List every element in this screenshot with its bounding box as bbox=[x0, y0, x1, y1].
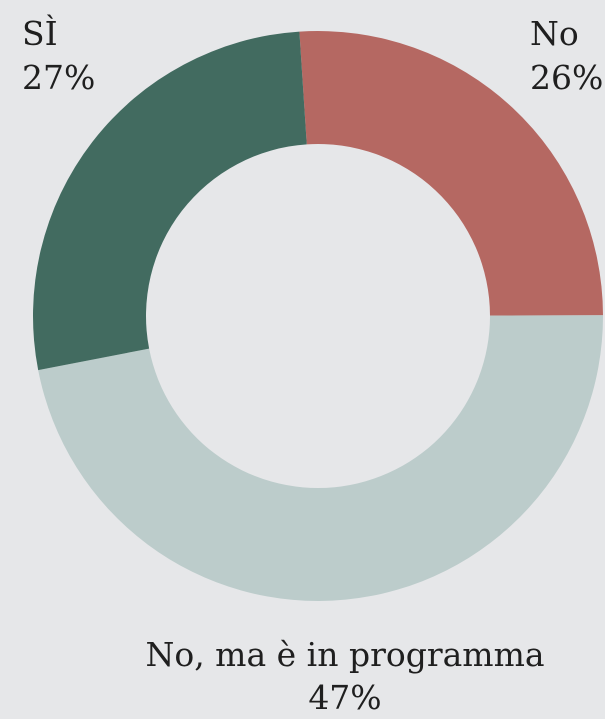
slice-value-label: 27% bbox=[22, 58, 95, 97]
slice-label: No, ma è in programma bbox=[145, 635, 544, 674]
slice-label: SÌ bbox=[22, 13, 58, 53]
donut-slice bbox=[38, 315, 604, 602]
slice-value-label: 26% bbox=[530, 58, 603, 97]
slice-value-label: 47% bbox=[308, 678, 381, 717]
slice-label: No bbox=[530, 14, 579, 53]
donut-slice bbox=[299, 31, 603, 316]
donut-slice bbox=[33, 31, 307, 371]
